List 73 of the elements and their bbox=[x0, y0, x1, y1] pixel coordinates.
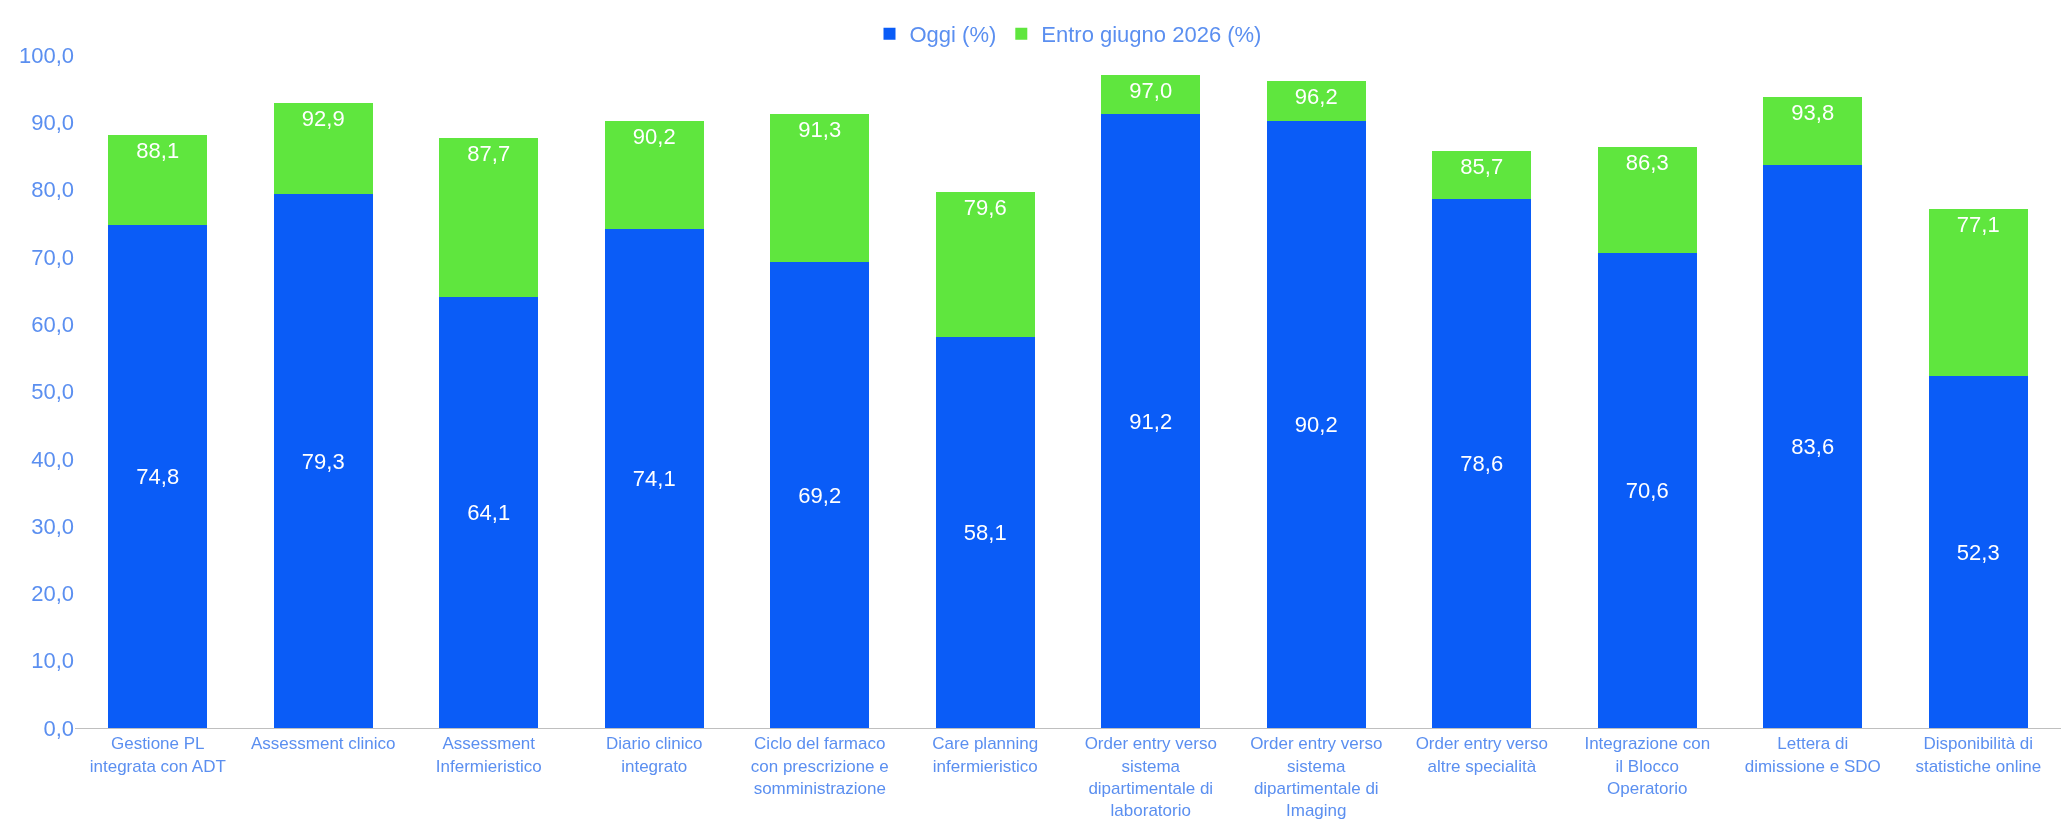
legend-label: Entro giugno 2026 (%) bbox=[1041, 22, 1262, 48]
bar bbox=[935, 192, 1035, 337]
x-tick-label: Lettera di dimissione e SDO bbox=[1744, 734, 1881, 776]
bar bbox=[439, 296, 539, 728]
total-label: 96,2 bbox=[1294, 83, 1338, 109]
bar bbox=[1763, 96, 1863, 166]
x-tick-label: Gestione PL integrata con ADT bbox=[89, 734, 226, 776]
y-tick-label: 10,0 bbox=[31, 648, 74, 674]
total-label: 88,1 bbox=[136, 138, 180, 164]
bar bbox=[604, 229, 704, 728]
total-label: 86,3 bbox=[1625, 150, 1669, 176]
x-tick-label: Ciclo del farmaco con prescrizione e somministrazione bbox=[750, 734, 889, 798]
data-label: 69,2 bbox=[798, 482, 842, 508]
x-tick-label: Order entry verso sistema dipartimentale di Imaging bbox=[1250, 734, 1383, 820]
total-label: 79,6 bbox=[963, 195, 1007, 221]
total-label: 91,3 bbox=[798, 116, 842, 142]
x-tick-label: Order entry verso altre specialità bbox=[1415, 734, 1548, 776]
x-tick-label: Assessment clinico bbox=[250, 734, 396, 754]
x-tick-label: Integrazione con il Blocco Operatorio bbox=[1584, 734, 1711, 798]
total-label: 87,7 bbox=[467, 140, 511, 166]
x-tick-label: Care planning infermieristico bbox=[932, 734, 1039, 776]
bar bbox=[108, 224, 208, 728]
y-tick-label: 60,0 bbox=[31, 311, 74, 337]
bar bbox=[1597, 252, 1697, 728]
total-label: 85,7 bbox=[1460, 154, 1504, 180]
y-tick-label: 90,0 bbox=[31, 110, 74, 135]
x-tick-label: Order entry verso sistema dipartimentale di laboratorio bbox=[1084, 734, 1217, 820]
bar bbox=[273, 194, 373, 728]
legend-label: Oggi (%) bbox=[909, 22, 997, 48]
bar bbox=[273, 102, 373, 195]
y-tick-label: 50,0 bbox=[31, 379, 74, 405]
data-label: 64,1 bbox=[467, 499, 511, 525]
total-label: 97,0 bbox=[1129, 78, 1173, 104]
total-label: 90,2 bbox=[632, 123, 676, 149]
total-label: 77,1 bbox=[1956, 212, 2000, 238]
data-label: 74,1 bbox=[632, 466, 676, 492]
y-tick-label: 100,0 bbox=[18, 42, 74, 68]
bar bbox=[935, 336, 1035, 728]
data-label: 74,8 bbox=[136, 463, 180, 489]
bar bbox=[1101, 114, 1201, 728]
data-label: 52,3 bbox=[1956, 539, 2000, 565]
data-label: 58,1 bbox=[963, 519, 1007, 545]
y-tick-label: 0,0 bbox=[43, 715, 74, 741]
bar bbox=[108, 135, 208, 225]
bar bbox=[1266, 80, 1366, 121]
bar bbox=[1597, 147, 1697, 253]
x-tick-label: Disponibilità di statistiche online bbox=[1915, 734, 2042, 776]
bar bbox=[1101, 75, 1201, 115]
y-tick-label: 20,0 bbox=[31, 581, 74, 607]
bar bbox=[1763, 165, 1863, 728]
bar bbox=[1432, 151, 1532, 200]
bar bbox=[770, 113, 870, 263]
bar bbox=[770, 262, 870, 728]
data-label: 90,2 bbox=[1294, 411, 1338, 437]
data-label: 83,6 bbox=[1791, 434, 1835, 460]
bar bbox=[1432, 199, 1532, 728]
data-label: 78,6 bbox=[1460, 451, 1504, 477]
y-tick-label: 70,0 bbox=[31, 244, 74, 270]
bar bbox=[1928, 209, 2028, 377]
y-tick-label: 40,0 bbox=[31, 446, 74, 472]
total-label: 93,8 bbox=[1791, 99, 1835, 125]
x-tick-label: Diario clinico integrato bbox=[606, 734, 703, 776]
data-label: 70,6 bbox=[1625, 477, 1669, 503]
y-tick-label: 30,0 bbox=[31, 513, 74, 539]
data-label: 91,2 bbox=[1129, 408, 1173, 434]
bar bbox=[604, 120, 704, 230]
bar bbox=[1266, 120, 1366, 728]
x-tick-label: Assessment Infermieristico bbox=[435, 734, 542, 776]
data-label: 79,3 bbox=[301, 448, 345, 474]
y-tick-label: 80,0 bbox=[31, 177, 74, 203]
bar bbox=[1928, 376, 2028, 728]
total-label: 92,9 bbox=[301, 105, 345, 131]
bar bbox=[439, 137, 539, 297]
